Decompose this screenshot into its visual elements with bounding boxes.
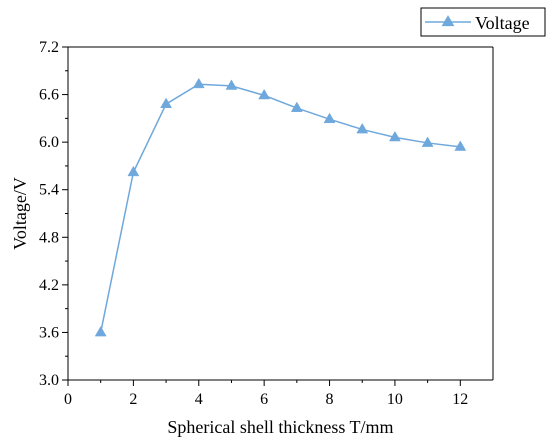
axes [67,46,494,381]
data-point [94,325,107,337]
y-tick-label: 3.0 [39,372,59,389]
x-tick-label: 8 [326,391,334,408]
y-tick-label: 6.0 [39,134,59,151]
x-tick-label: 12 [452,391,468,408]
y-tick-label: 4.8 [39,229,59,246]
data-point [421,136,434,147]
data-point [127,165,140,177]
data-point [192,77,205,89]
y-tick-label: 6.6 [39,87,59,104]
data-point [454,140,467,151]
x-tick-label: 6 [260,391,268,408]
x-tick-label: 4 [195,391,203,408]
data-point [258,88,271,100]
data-point [160,97,173,108]
legend-label: Voltage [475,13,530,33]
data-point [290,101,303,112]
data-point [225,79,238,90]
series-line [99,83,461,333]
y-tick-label: 3.6 [39,324,59,341]
data-point [323,112,336,124]
y-tick-label: 7.2 [39,39,59,56]
x-axis-title: Spherical shell thickness T/mm [167,417,393,437]
x-tick-label: 2 [129,391,137,408]
x-tick-label: 10 [387,391,403,408]
y-tick-label: 5.4 [39,182,59,199]
series-layer [94,77,467,337]
x-tick-label: 0 [64,391,72,408]
data-point [388,130,401,142]
y-tick-label: 4.2 [39,277,59,294]
ticks: 0 2 4 6 8 10 12 3.0 3.6 4.2 4.8 5.4 6.0 6.6 7.2 [39,39,468,408]
data-point [356,123,369,134]
legend-marker [441,15,455,27]
y-axis-title: Voltage/V [10,177,30,250]
legend: Voltage [420,7,546,37]
